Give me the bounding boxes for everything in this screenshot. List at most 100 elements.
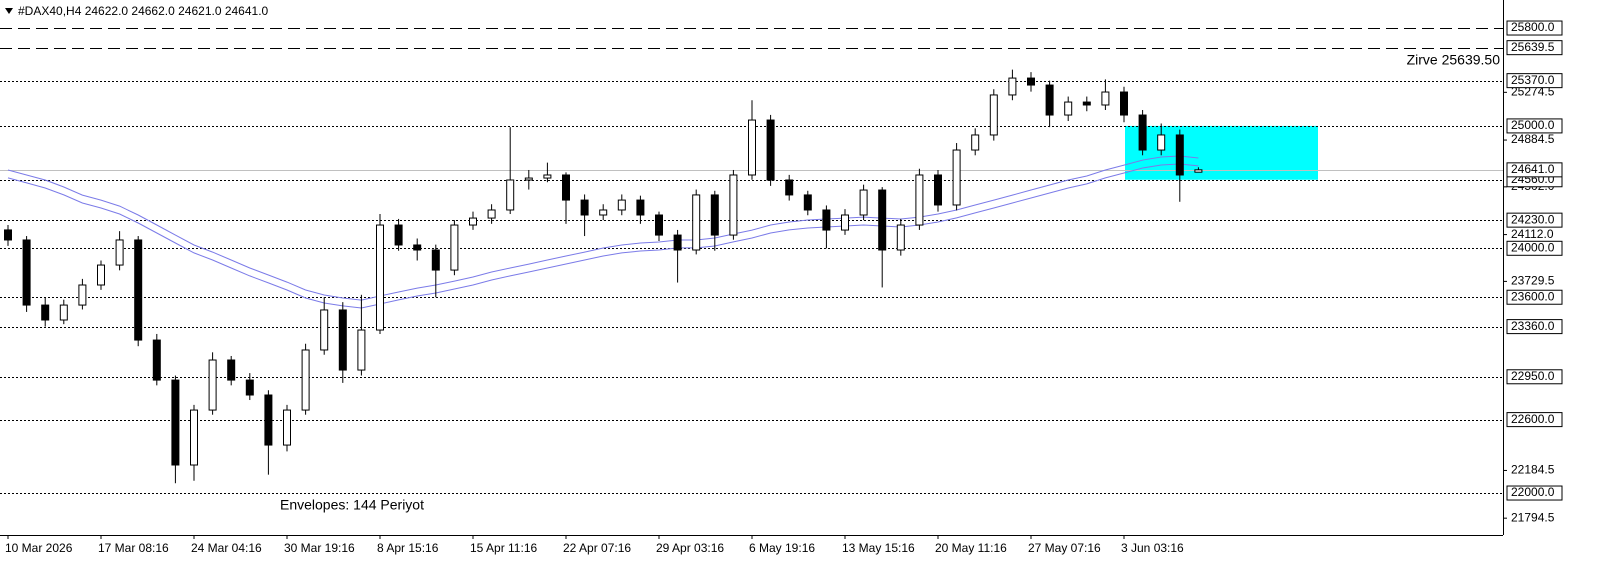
- candle-body: [1175, 134, 1184, 176]
- level-label-box: [1506, 369, 1563, 385]
- candle-body: [338, 309, 347, 371]
- candle-body: [952, 149, 961, 206]
- candle-body: [1138, 114, 1147, 151]
- y-tick-label: 22184.5: [1511, 463, 1555, 477]
- annotation: Envelopes: 144 Periyot: [280, 497, 424, 513]
- candle-body: [673, 234, 682, 251]
- candle-body: [1045, 84, 1054, 116]
- candle-body: [878, 189, 887, 251]
- candle-body: [655, 214, 663, 236]
- candle-body: [431, 249, 440, 271]
- level-label-box: [1506, 212, 1563, 228]
- level-label: 24230.0: [1511, 212, 1555, 226]
- candle-body: [78, 284, 87, 306]
- candle-body: [692, 194, 701, 251]
- candle-body: [283, 409, 291, 446]
- candle-body: [766, 119, 775, 181]
- candle-body: [896, 224, 905, 251]
- level-label: 24641.0: [1511, 162, 1555, 176]
- x-tick-label: 22 Apr 07:16: [563, 541, 631, 555]
- candle-body: [729, 174, 738, 236]
- candle-body: [1194, 169, 1203, 173]
- candle-body: [1082, 101, 1091, 106]
- candle-body: [1120, 91, 1128, 116]
- candle-body: [524, 177, 533, 181]
- level-label-box: [1506, 162, 1563, 178]
- level-label: 24000.0: [1511, 240, 1555, 254]
- level-label: 23600.0: [1511, 289, 1555, 303]
- y-tick-label: 21794.5: [1511, 510, 1555, 524]
- candle-body: [394, 224, 403, 246]
- candle-body: [617, 199, 626, 211]
- candle-body: [1027, 77, 1035, 86]
- x-tick-label: 6 May 19:16: [749, 541, 815, 555]
- candle-body: [59, 304, 68, 321]
- candle-body: [859, 189, 868, 216]
- candle-body: [357, 329, 366, 371]
- zone: [1125, 125, 1318, 180]
- envelope-line: [7, 155, 1199, 301]
- candle-body: [636, 199, 645, 216]
- candle-body: [748, 119, 756, 176]
- candle-body: [543, 174, 552, 179]
- candle-body: [971, 134, 980, 151]
- candle-body: [171, 379, 180, 466]
- candle-body: [97, 264, 105, 286]
- candle-body: [506, 179, 515, 211]
- level-label: 23360.0: [1511, 319, 1555, 333]
- candle-body: [487, 209, 496, 219]
- candle-body: [934, 174, 942, 206]
- candle-body: [469, 217, 477, 226]
- menu-arrow[interactable]: [5, 8, 13, 14]
- level-label-box: [1506, 412, 1563, 428]
- candle-body: [41, 304, 50, 321]
- candle-body: [22, 239, 31, 306]
- candle-body: [376, 224, 384, 331]
- level-label: 22000.0: [1511, 485, 1555, 499]
- candle-body: [450, 224, 459, 271]
- level-label-box: [1506, 240, 1563, 256]
- level-label: 22950.0: [1511, 369, 1555, 383]
- candle-body: [264, 394, 273, 446]
- x-tick-label: 15 Apr 11:16: [470, 541, 537, 555]
- candle-body: [562, 174, 570, 201]
- level-label-box: [1506, 289, 1563, 305]
- level-label-box: [1506, 40, 1563, 56]
- level-label-box: [1506, 20, 1563, 36]
- x-tick-label: 13 May 15:16: [842, 541, 915, 555]
- candle-body: [989, 94, 998, 136]
- candle-body: [208, 359, 217, 411]
- x-tick-label: 8 Apr 15:16: [377, 541, 439, 555]
- candle-body: [1157, 134, 1166, 151]
- candle-body: [915, 174, 924, 226]
- x-tick-label: 29 Apr 03:16: [656, 541, 724, 555]
- chart-title: #DAX40,H4 24622.0 24662.0 24621.0 24641.…: [18, 4, 269, 18]
- y-tick-label: 24884.5: [1511, 132, 1555, 146]
- candle-body: [115, 239, 124, 266]
- level-label: 22600.0: [1511, 412, 1555, 426]
- y-tick-label: 23729.5: [1511, 274, 1555, 288]
- envelope-line: [7, 163, 1199, 309]
- candle-body: [152, 339, 161, 381]
- level-label: 25639.5: [1511, 40, 1555, 54]
- annotation: Zirve 25639.50: [1407, 51, 1501, 67]
- x-tick-label: 20 May 11:16: [935, 541, 1007, 555]
- level-label-box: [1506, 319, 1563, 335]
- candle-body: [822, 209, 831, 231]
- level-label: 25000.0: [1511, 118, 1555, 132]
- candle-body: [785, 179, 794, 196]
- candle-body: [413, 244, 422, 251]
- candle-body: [245, 379, 254, 396]
- candle-body: [190, 409, 198, 466]
- candle-body: [227, 359, 236, 381]
- candle-body: [710, 194, 719, 236]
- x-tick-label: 24 Mar 04:16: [191, 541, 262, 555]
- x-tick-label: 27 May 07:16: [1028, 541, 1101, 555]
- candle-body: [599, 209, 608, 216]
- candle-body: [320, 309, 329, 351]
- candle-body: [841, 214, 849, 231]
- y-tick-label: 24112.0: [1511, 227, 1554, 241]
- candle-body: [1064, 101, 1073, 116]
- candle-body: [580, 199, 589, 216]
